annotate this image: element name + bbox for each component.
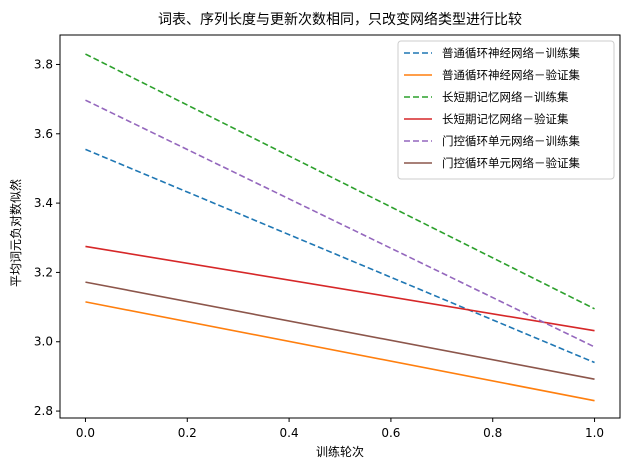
legend-label-2: 长短期记忆网络－训练集 [442,90,569,104]
y-tick-label: 3.0 [34,335,53,349]
series-line-5 [85,281,595,380]
y-tick-label: 3.2 [34,265,53,279]
x-tick-label: 0.4 [280,426,299,440]
axes-frame [59,34,621,419]
x-tick-label: 1.0 [585,426,604,440]
series-line-4 [85,99,595,348]
series-line-1 [85,301,595,402]
legend-label-3: 长短期记忆网络－验证集 [442,112,569,126]
legend-label-1: 普通循环神经网络－验证集 [442,68,580,82]
x-tick-label: 0.0 [76,426,95,440]
chart-title: 词表、序列长度与更新次数相同，只改变网络类型进行比较 [158,12,522,28]
y-tick-label: 3.8 [34,57,53,71]
y-tick-label: 3.6 [34,127,53,141]
x-axis: 0.0 0.2 0.4 0.6 0.8 1.0 [76,418,604,440]
x-axis-label: 训练轮次 [316,444,364,459]
y-tick-label: 3.4 [34,196,53,210]
series-line-0 [85,148,595,364]
x-tick-label: 0.2 [178,426,197,440]
y-axis-label: 平均词元负对数似然 [8,179,23,287]
legend-box [397,40,615,180]
series-line-2 [85,53,595,310]
legend-label-5: 门控循环单元网络－验证集 [442,156,580,170]
y-tick-label: 2.8 [34,404,53,418]
plot-area [85,53,595,402]
legend-label-0: 普通循环神经网络－训练集 [442,46,580,60]
x-tick-label: 0.6 [381,426,400,440]
x-tick-label: 0.8 [483,426,502,440]
legend-label-4: 门控循环单元网络－训练集 [442,134,580,148]
legend: 普通循环神经网络－训练集普通循环神经网络－验证集长短期记忆网络－训练集长短期记忆… [397,40,615,180]
series-line-3 [85,245,595,332]
y-axis: 2.8 3.0 3.2 3.4 3.6 3.8 [34,57,60,418]
